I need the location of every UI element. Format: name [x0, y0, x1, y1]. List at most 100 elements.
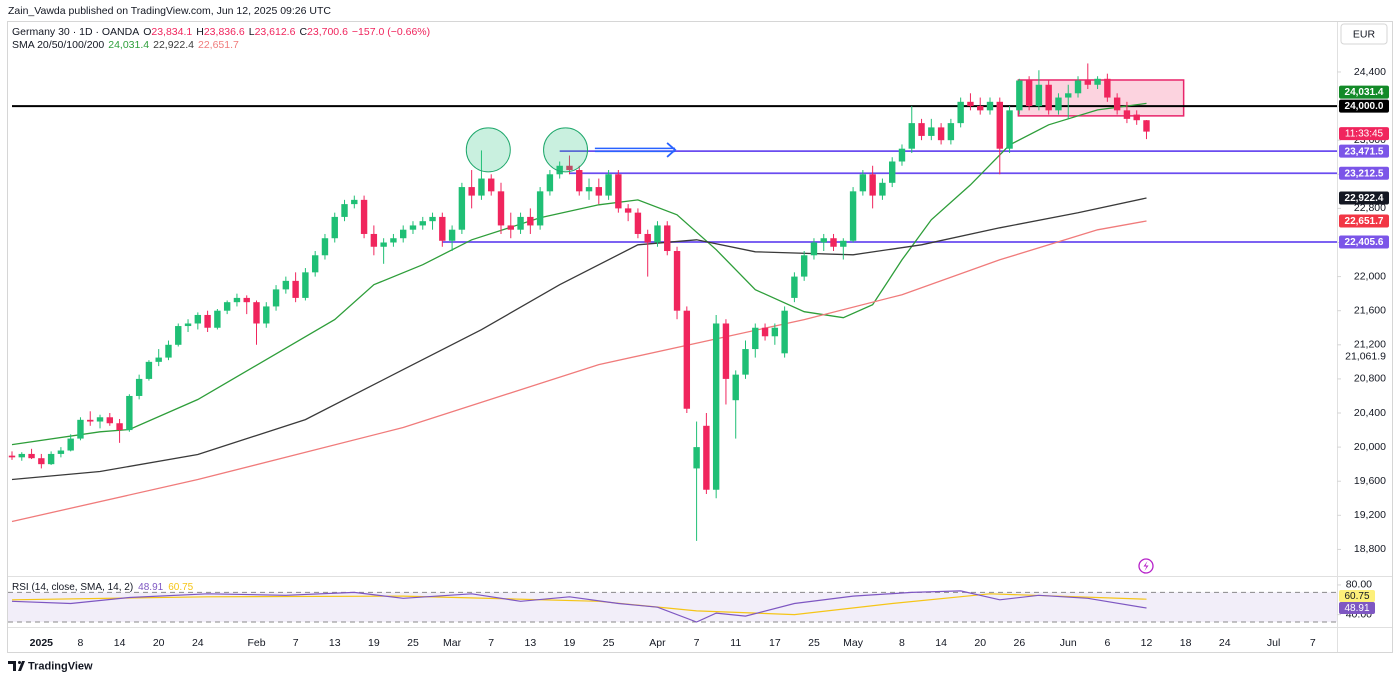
- x-tick-label: 14: [114, 637, 126, 649]
- ohlc-key: O: [143, 26, 152, 38]
- candle-body: [849, 191, 857, 241]
- x-tick-label: 20: [153, 637, 165, 649]
- x-tick-label: 25: [407, 637, 419, 649]
- candle-body: [448, 229, 456, 241]
- alert-circle[interactable]: [1138, 558, 1154, 574]
- alert-icon[interactable]: [1138, 558, 1154, 574]
- x-tick-label: 7: [1310, 637, 1316, 649]
- x-tick-label: 18: [1180, 637, 1192, 649]
- candle-body: [67, 438, 74, 451]
- candle-body: [429, 216, 436, 222]
- x-tick-label: Apr: [649, 637, 666, 649]
- chart-frame: [7, 21, 1393, 653]
- y-tick-label: 20,000: [1354, 441, 1386, 453]
- candle-body: [497, 191, 505, 226]
- alert-bolt[interactable]: [1143, 561, 1149, 571]
- candle-body: [351, 199, 358, 205]
- candle-body: [869, 174, 876, 196]
- candle-body: [517, 216, 524, 230]
- x-tick-label: Mar: [443, 637, 462, 649]
- candle-body: [253, 302, 260, 324]
- plot-area: [8, 63, 1337, 541]
- candle-body: [155, 357, 162, 362]
- ohlc-value: 23,612.6: [254, 26, 296, 38]
- candle-body: [341, 204, 348, 217]
- candle-body: [243, 297, 250, 303]
- price-tag-label: 22,651.7: [1345, 216, 1384, 227]
- candle-body: [1035, 84, 1043, 107]
- symbol-title: Germany 30 · 1D · OANDA: [12, 26, 140, 38]
- candle-body: [311, 255, 319, 273]
- candle-body: [302, 272, 309, 298]
- ohlc-value: 23,836.6: [203, 26, 245, 38]
- candle-body: [810, 242, 818, 256]
- price-tag: [1339, 99, 1389, 113]
- ohlc-key: C: [299, 26, 308, 38]
- candle-body: [664, 225, 671, 252]
- candle-body: [223, 302, 231, 311]
- candle-body: [840, 240, 847, 247]
- candle-body: [233, 297, 241, 303]
- price-tag-label: 22,405.6: [1345, 237, 1384, 248]
- price-tag-label: 23,212.5: [1345, 168, 1384, 179]
- candle-body: [752, 327, 759, 350]
- candle-body: [184, 323, 192, 327]
- candle-body: [947, 123, 955, 141]
- rsi-tick-label: 80.00: [1346, 579, 1372, 591]
- change: −157.0 (−0.66%): [351, 26, 431, 38]
- candle-body: [742, 349, 749, 375]
- candle-body: [409, 225, 417, 230]
- ohlc-key: H: [196, 26, 204, 38]
- candle-body: [977, 106, 984, 111]
- candle-body: [527, 216, 534, 226]
- rsi-legend-label: RSI (14, close, SMA, 14, 2): [12, 582, 133, 593]
- candle-body: [478, 178, 485, 196]
- candle-body: [781, 310, 788, 354]
- currency-box[interactable]: [1340, 23, 1388, 45]
- candle-body: [1055, 97, 1062, 111]
- x-tick-label: 14: [935, 637, 947, 649]
- x-tick-label: 13: [524, 637, 536, 649]
- moving-average: [11, 197, 1147, 481]
- candle-body: [18, 453, 25, 458]
- candle-body: [986, 101, 994, 111]
- price-tag: [1339, 214, 1389, 228]
- y-tick-label: 20,800: [1354, 373, 1386, 385]
- y-tick-label: 18,800: [1354, 543, 1386, 555]
- candle-body: [1045, 84, 1052, 111]
- candle-body: [937, 127, 945, 141]
- candle-body: [321, 238, 329, 256]
- price-tag: [1339, 166, 1389, 180]
- ohlc-value: 23,700.6: [307, 26, 348, 38]
- moving-average: [11, 220, 1147, 523]
- x-tick-label: 7: [293, 637, 299, 649]
- candle-body: [1074, 80, 1082, 94]
- candle-body: [673, 251, 681, 311]
- highlight-circle: [465, 127, 511, 173]
- x-tick-label: 20: [974, 637, 986, 649]
- candle-body: [536, 191, 544, 226]
- candle-body: [272, 289, 280, 307]
- candle-body: [605, 174, 612, 196]
- candle-body: [722, 323, 730, 379]
- candle-body: [830, 238, 837, 247]
- candle-body: [879, 182, 886, 196]
- rsi-legend-value: 60.75: [168, 582, 193, 593]
- x-tick-label: 25: [603, 637, 615, 649]
- x-tick-label: 11: [730, 637, 741, 649]
- candle-body: [634, 212, 642, 234]
- candle-body: [967, 101, 974, 107]
- candle-body: [1006, 110, 1013, 149]
- x-tick-label: 24: [192, 637, 204, 649]
- candle-body: [693, 447, 700, 469]
- x-tick-label: 7: [488, 637, 494, 649]
- candle-body: [732, 374, 739, 401]
- candle-body: [468, 187, 475, 196]
- currency[interactable]: EUR: [1353, 28, 1376, 40]
- candle-body: [908, 123, 915, 149]
- x-tick-label: 7: [694, 637, 700, 649]
- candle-body: [135, 378, 143, 396]
- candle-body: [644, 233, 651, 243]
